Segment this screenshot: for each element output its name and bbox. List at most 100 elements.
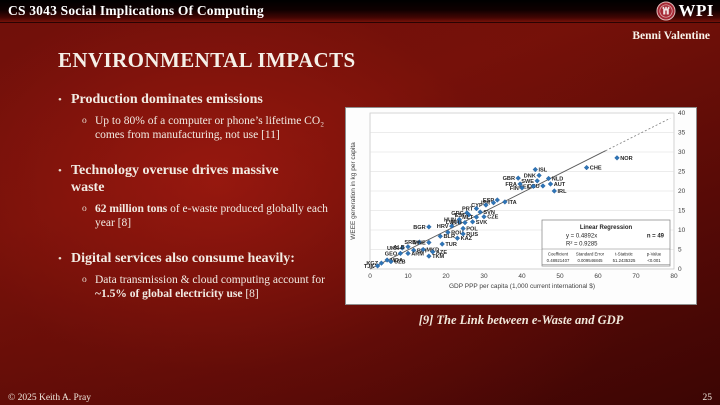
scatter-point <box>378 260 385 266</box>
point-label: ESP <box>483 198 494 204</box>
sub-bullet-text: Data transmission & cloud computing acco… <box>95 273 325 300</box>
scatter-point <box>494 197 500 203</box>
regression-table-value: 0.48921407 <box>547 258 570 263</box>
scatter-point <box>530 183 537 190</box>
bullet-item: • Production dominates emissions <box>58 92 348 109</box>
regression-table-value: <0.001 <box>647 258 661 263</box>
copyright: © 2025 Keith A. Pray <box>8 393 91 403</box>
point-label: HRV <box>437 224 449 230</box>
x-tick-label: 40 <box>518 273 526 280</box>
point-label: FIN <box>510 186 519 192</box>
y-tick-label: 10 <box>678 227 686 234</box>
regression-title: Linear Regression <box>580 225 633 231</box>
point-label: MLT <box>462 215 474 221</box>
scatter-point <box>490 200 497 206</box>
scatter-point <box>614 155 620 161</box>
figure-caption: [9] The Link between e-Waste and GDP <box>418 313 624 327</box>
scatter-point <box>411 247 417 253</box>
scatter-point <box>374 263 381 269</box>
scatter-point <box>397 250 404 257</box>
scatter-point <box>515 175 521 181</box>
bullet-list: • Production dominates emissions o Up to 80… <box>58 92 348 301</box>
y-tick-label: 25 <box>678 169 686 176</box>
scatter-point <box>519 185 525 191</box>
scatter-point <box>439 241 445 247</box>
point-label: POL <box>466 226 478 232</box>
point-label: ROU <box>451 230 463 236</box>
scatter-point <box>416 239 423 245</box>
point-label: MNE <box>413 240 426 246</box>
scatter-point <box>481 214 487 220</box>
point-label: SVN <box>483 210 495 216</box>
sub-bullet-marker: o <box>82 274 87 285</box>
sub-bullet-text: Up to 80% of a computer or phone’s lifet… <box>95 115 325 142</box>
scatter-point <box>456 219 462 225</box>
scatter-point <box>502 199 508 205</box>
regression-line-dashed <box>605 117 671 152</box>
x-tick-label: 30 <box>480 273 488 280</box>
point-label: ITA <box>508 200 517 206</box>
regression-table-header: Coefficient <box>548 252 569 257</box>
regression-n: n = 49 <box>647 234 665 240</box>
scatter-point <box>384 257 390 263</box>
scatter-point <box>462 219 468 226</box>
scatter-point <box>477 209 483 215</box>
point-label: LVA <box>446 220 456 226</box>
point-label: RUS <box>466 232 478 238</box>
point-label: CZE <box>487 215 498 221</box>
sub-bullet-item: o Data transmission & cloud computing acc… <box>58 273 348 301</box>
sub-bullet-item: o Up to 80% of a computer or phone’s life… <box>58 114 348 142</box>
y-tick-label: 5 <box>678 247 682 254</box>
scatter-point <box>426 253 432 259</box>
scatter-point <box>460 231 466 237</box>
scatter-point <box>430 249 436 255</box>
x-tick-label: 20 <box>442 273 450 280</box>
regression-table-value: 51.2435325 <box>613 258 636 263</box>
scatter-point <box>420 246 426 253</box>
scatter-point <box>547 181 554 187</box>
x-tick-label: 50 <box>556 273 564 280</box>
regression-table-header: Standard Error <box>576 252 605 257</box>
bullet-title: Digital services also consume heavily: <box>71 250 295 266</box>
sub-bullet-marker: o <box>82 116 87 126</box>
regression-r2: R² = 0.9285 <box>566 242 598 248</box>
scatter-point <box>405 244 411 250</box>
scatter-point <box>454 235 461 241</box>
footer: © 2025 Keith A. Pray 25 <box>0 389 720 403</box>
scatter-point <box>437 233 443 239</box>
scatter-point <box>551 188 557 194</box>
regression-table-header: p-Value <box>647 252 662 257</box>
y-tick-label: 0 <box>678 266 682 273</box>
bullet-title: Technology overuse drives massive waste <box>71 163 279 195</box>
bullet-title: Production dominates emissions <box>71 92 263 107</box>
x-tick-label: 10 <box>404 273 412 280</box>
page-title: ENVIRONMENTAL IMPACTS <box>58 48 356 72</box>
scatter-point <box>399 245 405 251</box>
point-label: KAZ <box>461 236 473 242</box>
scatter-point <box>426 239 432 246</box>
y-axis-label: WEEE generation in kg per capita <box>350 142 357 240</box>
bullet-marker: • <box>58 252 62 265</box>
scatter-point <box>466 212 472 218</box>
x-tick-label: 60 <box>594 273 602 280</box>
point-label: BEL <box>519 184 531 190</box>
point-label: HUN <box>444 217 456 223</box>
wpi-wordmark: WPI <box>678 1 714 20</box>
point-label: ARM <box>411 251 424 257</box>
bullet-section: • Production dominates emissions o Up to 80… <box>58 92 348 142</box>
y-tick-label: 35 <box>678 130 686 137</box>
scatter-point <box>405 250 411 257</box>
scatter-point <box>426 224 432 230</box>
bullet-section: • Digital services also consume heavily: o… <box>58 251 348 301</box>
point-label: CYP <box>471 203 483 209</box>
scatter-point <box>534 178 540 184</box>
scatter-point <box>583 164 590 171</box>
scatter-point <box>473 214 480 220</box>
point-label: EST <box>455 213 466 219</box>
bullet-marker: • <box>58 165 62 178</box>
y-tick-label: 40 <box>678 110 686 117</box>
scatter-point <box>545 175 552 182</box>
course-title: CS 3043 Social Implications Of Computing <box>8 3 264 18</box>
scatter-point <box>388 258 394 265</box>
